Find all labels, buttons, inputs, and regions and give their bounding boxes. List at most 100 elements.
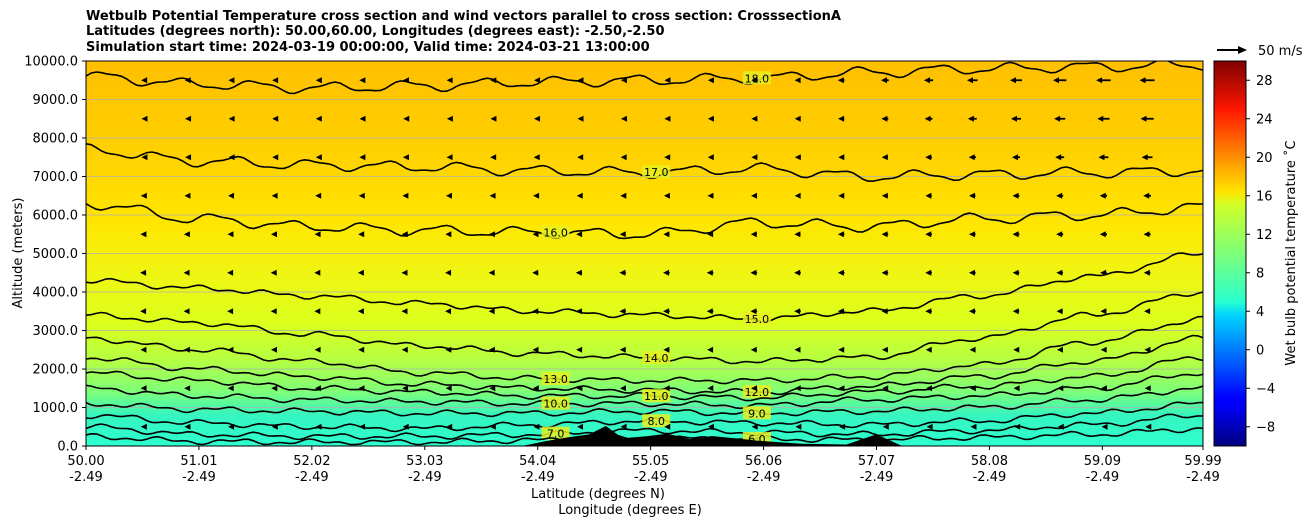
wind-vector-arrow-icon — [359, 423, 366, 430]
wind-vector — [838, 115, 845, 122]
wind-vector-arrow-icon — [445, 346, 452, 353]
wind-vector — [750, 269, 758, 276]
wind-vector-arrow-icon — [881, 231, 888, 238]
wind-vector — [881, 346, 888, 353]
wind-vector — [925, 346, 932, 353]
wind-vector-arrow-icon — [1099, 192, 1106, 199]
wind-vector — [358, 192, 365, 199]
wind-vector-arrow-icon — [183, 231, 190, 238]
wind-vector-arrow-icon — [402, 192, 409, 199]
wind-vector — [446, 423, 453, 430]
wind-vector-arrow-icon — [1055, 154, 1062, 161]
wind-vector — [837, 231, 845, 238]
wind-vector — [576, 231, 583, 238]
wind-vector — [620, 192, 627, 199]
wind-vector-arrow-icon — [490, 115, 497, 122]
wind-vector — [228, 423, 235, 430]
colorbar-tick-label-3: 4 — [1256, 305, 1264, 320]
wind-vector-arrow-icon — [140, 231, 147, 238]
wind-vector — [707, 77, 714, 84]
wind-vector — [1100, 385, 1107, 392]
wind-vector-arrow-icon — [1056, 192, 1063, 199]
wind-vector-arrow-icon — [532, 346, 539, 353]
wind-vector — [534, 77, 541, 84]
wind-vector-arrow-icon — [664, 77, 671, 84]
colorbar-tick-label-2: 0 — [1256, 343, 1264, 358]
wind-vector-arrow-icon — [707, 346, 714, 353]
wind-vector — [1013, 346, 1020, 353]
wind-vector-arrow-icon — [706, 308, 713, 315]
wind-vector — [140, 385, 147, 392]
wind-vector-arrow-icon — [1054, 115, 1061, 122]
wind-vector-arrow-icon — [358, 385, 365, 392]
wind-vector — [1052, 77, 1067, 84]
wind-vector-arrow-icon — [315, 192, 322, 199]
wind-vector — [663, 192, 670, 199]
x-axis-label-latitude: Latitude (degrees N) — [531, 487, 665, 502]
wind-vector — [1056, 192, 1064, 199]
wind-vector — [402, 77, 409, 84]
wind-vector — [882, 423, 889, 430]
wind-vector-arrow-icon — [794, 77, 801, 84]
wind-vector-arrow-icon — [446, 154, 453, 161]
wind-vector — [532, 308, 539, 315]
wind-vector — [924, 115, 933, 122]
wind-vector — [446, 77, 453, 84]
wind-vector-arrow-icon — [184, 77, 191, 84]
contour-16.0 — [86, 202, 1203, 240]
wind-vector — [445, 385, 452, 392]
wind-vector-arrow-icon — [966, 77, 973, 84]
contour-label-bg-13.0 — [541, 372, 570, 386]
wind-vector-arrow-icon — [140, 269, 147, 276]
wind-vector — [227, 385, 234, 392]
wind-vector-arrow-icon — [1099, 231, 1106, 238]
wind-vector-arrow-icon — [141, 115, 148, 122]
wind-vector — [358, 385, 365, 392]
wind-vector — [577, 154, 584, 161]
wind-vector — [445, 308, 452, 315]
x-tick-label-lat-7: 57.07 — [858, 454, 895, 469]
wind-vector — [272, 154, 279, 161]
wind-vector-arrow-icon — [183, 346, 190, 353]
wind-vectors — [140, 77, 1155, 430]
wind-vector — [358, 231, 365, 238]
wind-vector — [314, 308, 321, 315]
wind-vector — [1143, 231, 1151, 238]
wind-vector — [272, 115, 279, 122]
wind-vector-arrow-icon — [1139, 77, 1146, 84]
wind-vector-arrow-icon — [1100, 385, 1107, 392]
wind-vector — [707, 346, 714, 353]
wind-vector-arrow-icon — [357, 269, 364, 276]
wind-vector — [925, 231, 932, 238]
wind-vector — [532, 231, 539, 238]
wind-vector-arrow-icon — [358, 231, 365, 238]
y-tick-label-2: 2000.0 — [33, 363, 79, 378]
wind-vector — [795, 423, 802, 430]
wind-vector — [359, 115, 366, 122]
wind-vector — [751, 154, 758, 161]
contour-label-bg-16.0 — [541, 225, 570, 239]
wind-vector-arrow-icon — [140, 308, 147, 315]
wind-vector — [1056, 308, 1063, 315]
wind-vector-arrow-icon — [750, 269, 757, 276]
wind-vector — [1100, 346, 1107, 353]
colorbar-tick-label-5: 12 — [1256, 228, 1273, 243]
wind-vector-arrow-icon — [184, 423, 191, 430]
wind-vector-arrow-icon — [1011, 154, 1018, 161]
wind-vector-arrow-icon — [707, 231, 714, 238]
wind-vector — [838, 346, 845, 353]
wind-vector-arrow-icon — [402, 77, 409, 84]
x-tick-label-lat-8: 58.08 — [971, 454, 1008, 469]
wind-vector-arrow-icon — [1012, 231, 1019, 238]
wind-vector — [663, 269, 670, 276]
wind-vector — [1100, 269, 1107, 276]
wind-vector — [1141, 154, 1153, 161]
wind-vector-arrow-icon — [794, 115, 801, 122]
wind-vector — [1143, 269, 1151, 276]
wind-vector — [488, 346, 495, 353]
wind-vector — [1012, 269, 1020, 276]
wind-vector-arrow-icon — [1100, 269, 1107, 276]
wind-vector — [751, 192, 758, 199]
wind-vector — [706, 308, 714, 315]
wind-vector-arrow-icon — [1012, 192, 1019, 199]
